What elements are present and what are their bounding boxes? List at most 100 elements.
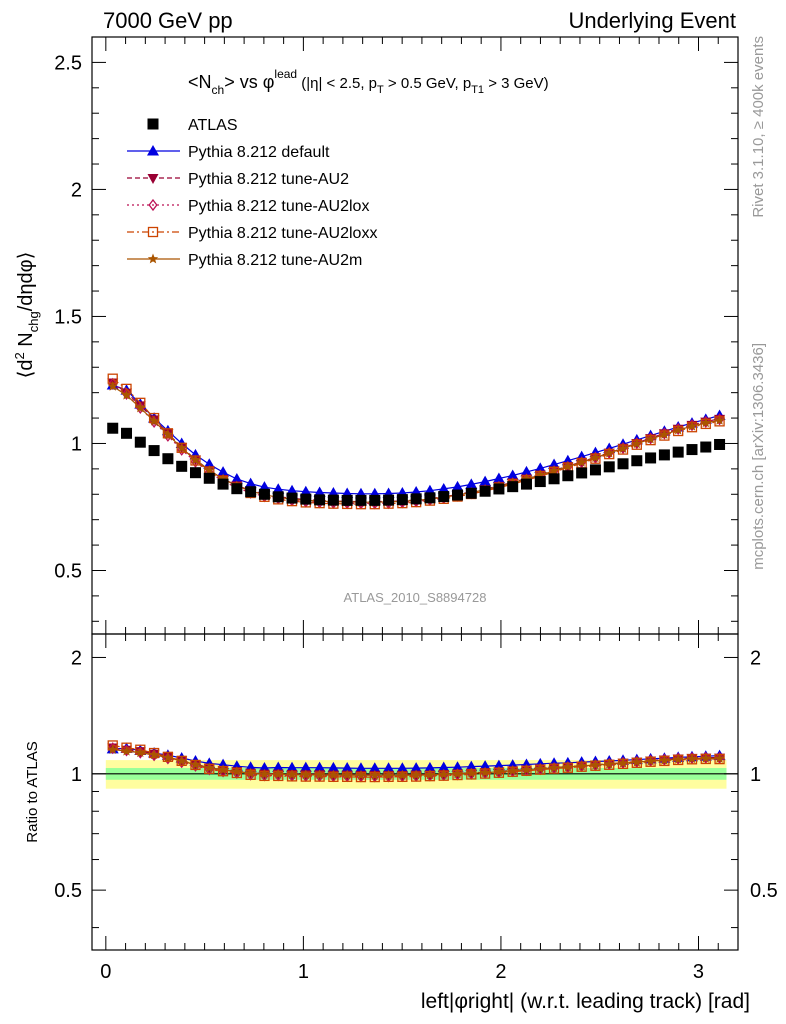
point-atlas: [162, 453, 174, 465]
point-pythia-8-212-tune-au2m: [590, 452, 601, 463]
ratio-point-pythia-8-212-tune-au2m: [576, 760, 587, 771]
ratio-point-pythia-8-212-tune-au2m: [686, 753, 698, 764]
ratio-y-tick-label-right: 0.5: [750, 880, 778, 902]
point-atlas: [327, 494, 339, 506]
ratio-point-pythia-8-212-tune-au2m: [507, 765, 518, 776]
point-atlas: [121, 427, 133, 439]
point-pythia-8-212-tune-au2m: [107, 380, 118, 391]
point-atlas: [286, 492, 298, 504]
analysis-id: ATLAS_2010_S8894728: [344, 590, 487, 605]
header-left: 7000 GeV pp: [103, 8, 233, 33]
point-pythia-8-212-default: [244, 477, 257, 489]
point-pythia-8-212-tune-au2lox: [659, 427, 670, 440]
ratio-point-pythia-8-212-tune-au2m: [314, 769, 325, 780]
point-pythia-8-212-tune-au2lox: [673, 422, 683, 436]
ratio-point-pythia-8-212-tune-au2lox: [673, 752, 683, 765]
point-pythia-8-212-tune-au2lox: [632, 437, 642, 450]
chart-title: <Nch> vs φlead (|η| < 2.5, pT > 0.5 GeV,…: [188, 67, 549, 97]
ratio-point-pythia-8-212-tune-au2m: [135, 747, 146, 758]
y-tick-label: 1.5: [54, 306, 82, 328]
point-pythia-8-212-default: [230, 473, 243, 484]
y-axis-label: ⟨d2 Nchg/dηdφ⟩: [12, 252, 41, 379]
point-atlas: [576, 467, 588, 479]
ratio-point-pythia-8-212-tune-au2m: [328, 769, 339, 780]
point-pythia-8-212-tune-au2m: [672, 424, 684, 435]
legend-marker-pythia-8-212-tune-au2loxx: [147, 226, 159, 238]
point-atlas: [631, 455, 643, 467]
point-pythia-8-212-tune-au2m: [162, 429, 174, 439]
x-tick-label: 3: [693, 961, 704, 983]
point-pythia-8-212-tune-au2lox: [645, 432, 656, 445]
y-tick-label: 2.5: [54, 52, 82, 74]
axes-ticks: 0 1 2 3 0.5 1 1.5 2 2.5 0.5 0.5 1 1 2 2: [54, 36, 778, 983]
point-atlas: [203, 472, 215, 484]
point-atlas: [341, 494, 353, 506]
point-pythia-8-212-tune-au2m: [686, 420, 698, 431]
ratio-point-pythia-8-212-default: [354, 762, 367, 773]
rivet-label: Rivet 3.1.10, ≥ 400k events: [750, 36, 767, 218]
ratio-point-pythia-8-212-tune-au2m: [631, 756, 642, 767]
ratio-point-pythia-8-212-tune-au2m: [121, 745, 132, 756]
point-atlas: [603, 461, 615, 473]
ratio-point-pythia-8-212-default: [410, 762, 423, 773]
point-pythia-8-212-tune-au2lox: [618, 441, 628, 455]
point-pythia-8-212-default: [272, 483, 285, 494]
point-atlas: [300, 493, 312, 505]
ratio-point-pythia-8-212-tune-au2m: [286, 769, 298, 780]
point-pythia-8-212-default: [534, 462, 547, 473]
point-atlas: [107, 422, 119, 434]
point-pythia-8-212-tune-au2m: [190, 454, 201, 465]
point-atlas: [438, 491, 450, 503]
point-atlas: [134, 436, 146, 448]
point-atlas: [658, 449, 670, 461]
point-atlas: [714, 438, 726, 450]
ratio-point-pythia-8-212-tune-au2m: [521, 764, 532, 775]
ratio-point-pythia-8-212-default: [327, 761, 340, 773]
ratio-point-pythia-8-212-default: [451, 761, 464, 772]
legend-label-pythia-8-212-default: Pythia 8.212 default: [188, 144, 330, 161]
legend-marker-pythia-8-212-default: [147, 145, 159, 156]
header-right: Underlying Event: [568, 8, 736, 33]
point-pythia-8-212-default: [492, 472, 505, 484]
point-pythia-8-212-default: [451, 480, 464, 492]
point-atlas: [617, 458, 629, 470]
point-atlas: [424, 492, 436, 504]
point-atlas: [479, 485, 491, 497]
ratio-point-pythia-8-212-default: [382, 762, 395, 773]
ratio-point-pythia-8-212-default: [341, 762, 354, 773]
point-atlas: [148, 445, 160, 457]
point-atlas: [589, 464, 601, 476]
ratio-point-pythia-8-212-tune-au2m: [604, 758, 615, 769]
ratio-point-pythia-8-212-tune-au2lox: [121, 744, 132, 757]
ratio-point-pythia-8-212-tune-au2m: [148, 749, 160, 760]
legend-marker-pythia-8-212-tune-au2: [147, 174, 159, 184]
ratio-point-pythia-8-212-tune-au2m: [535, 763, 546, 774]
point-atlas: [672, 446, 684, 458]
y-tick-label: 2: [71, 179, 82, 201]
point-atlas: [507, 481, 519, 493]
ratio-plot-frame: [91, 633, 739, 951]
legend-label-pythia-8-212-tune-au2lox: Pythia 8.212 tune-AU2lox: [188, 198, 369, 215]
point-atlas: [231, 483, 243, 495]
legend-label-pythia-8-212-tune-au2loxx: Pythia 8.212 tune-AU2loxx: [188, 225, 377, 242]
ratio-point-pythia-8-212-tune-au2m: [397, 769, 408, 780]
ratio-series: [106, 740, 726, 783]
ratio-point-pythia-8-212-tune-au2m: [410, 769, 422, 780]
point-pythia-8-212-tune-au2m: [121, 389, 132, 400]
ratio-point-pythia-8-212-tune-au2m: [493, 766, 505, 777]
point-atlas: [355, 494, 367, 506]
ratio-point-pythia-8-212-default: [299, 761, 312, 773]
point-pythia-8-212-tune-au2m: [204, 464, 215, 475]
point-pythia-8-212-tune-au2m: [617, 443, 629, 453]
y-tick-label: 1: [71, 433, 82, 455]
point-pythia-8-212-tune-au2m: [217, 473, 229, 484]
point-pythia-8-212-default: [217, 466, 230, 477]
ratio-point-pythia-8-212-default: [437, 761, 450, 773]
point-pythia-8-212-default: [479, 475, 492, 487]
point-atlas: [645, 452, 657, 464]
legend-marker-pythia-8-212-tune-au2lox: [148, 198, 158, 212]
point-pythia-8-212-default: [520, 465, 533, 477]
main-series: [106, 373, 726, 510]
ratio-point-pythia-8-212-tune-au2m: [369, 769, 380, 780]
